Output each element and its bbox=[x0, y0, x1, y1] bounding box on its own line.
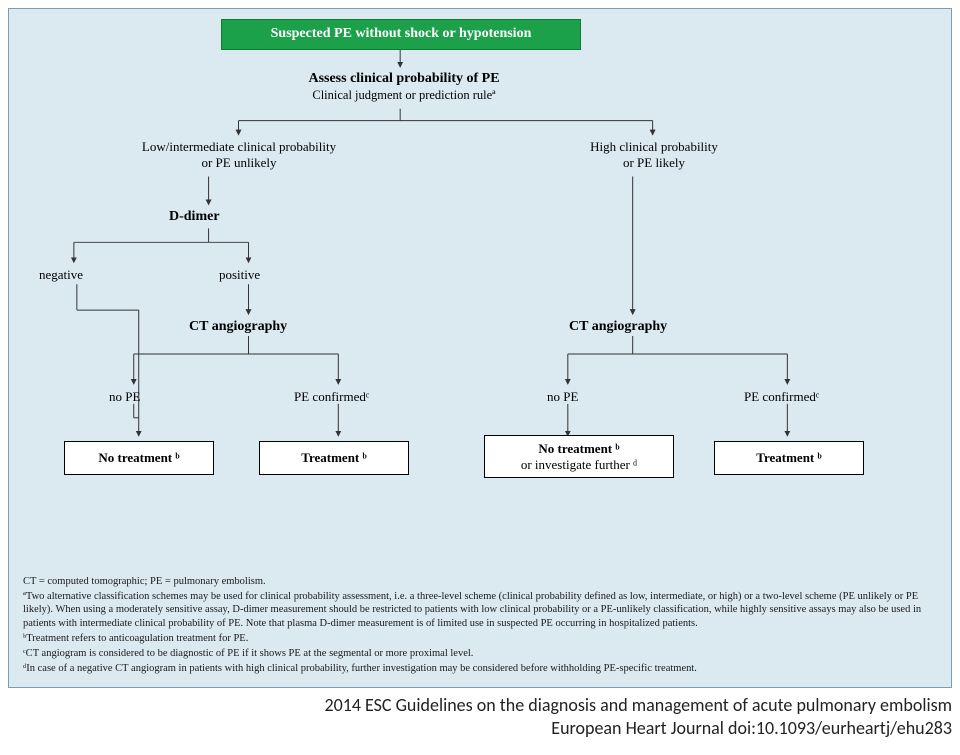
box-no-treatment-1: No treatment ᵇ bbox=[64, 441, 214, 475]
assess-node: Assess clinical probability of PE Clinic… bbox=[269, 71, 539, 103]
ddimer-node: D-dimer bbox=[169, 209, 259, 226]
caption: 2014 ESC Guidelines on the diagnosis and… bbox=[8, 688, 952, 741]
no-pe-1: no PE bbox=[109, 389, 169, 405]
caption-line1: 2014 ESC Guidelines on the diagnosis and… bbox=[8, 694, 952, 717]
footnote-c: ᶜCT angiogram is considered to be diagno… bbox=[23, 647, 937, 660]
negative-label: negative bbox=[39, 267, 119, 283]
caption-line2: European Heart Journal doi:10.1093/eurhe… bbox=[8, 717, 952, 740]
footnote-d: ᵈIn case of a negative CT angiogram in p… bbox=[23, 662, 937, 675]
pe-confirmed-2: PE confirmedᶜ bbox=[744, 389, 854, 405]
box-no-treatment-2: No treatment ᵇ or investigate further ᵈ bbox=[484, 435, 674, 478]
branch-right-l2: or PE likely bbox=[554, 155, 754, 171]
header-text: Suspected PE without shock or hypotensio… bbox=[271, 26, 532, 41]
pe-confirmed-1: PE confirmedᶜ bbox=[294, 389, 404, 405]
assess-sub: Clinical judgment or prediction ruleª bbox=[269, 88, 539, 103]
branch-left: Low/intermediate clinical probability or… bbox=[109, 139, 369, 170]
branch-left-l2: or PE unlikely bbox=[109, 155, 369, 171]
positive-label: positive bbox=[219, 267, 299, 283]
footnote-a: ªTwo alternative classification schemes … bbox=[23, 590, 937, 629]
ct-left: CT angiography bbox=[189, 319, 319, 336]
branch-right: High clinical probability or PE likely bbox=[554, 139, 754, 170]
box-treatment-1: Treatment ᵇ bbox=[259, 441, 409, 475]
no-pe-2: no PE bbox=[547, 389, 607, 405]
header-box: Suspected PE without shock or hypotensio… bbox=[221, 19, 581, 50]
diagram-panel: Suspected PE without shock or hypotensio… bbox=[8, 8, 952, 688]
branch-right-l1: High clinical probability bbox=[554, 139, 754, 155]
footnote-abbrev: CT = computed tomographic; PE = pulmonar… bbox=[23, 575, 937, 588]
footnote-b: ᵇTreatment refers to anticoagulation tre… bbox=[23, 632, 937, 645]
box-treatment-2: Treatment ᵇ bbox=[714, 441, 864, 475]
branch-left-l1: Low/intermediate clinical probability bbox=[109, 139, 369, 155]
footnotes: CT = computed tomographic; PE = pulmonar… bbox=[23, 575, 937, 677]
ct-right: CT angiography bbox=[569, 319, 699, 336]
assess-title: Assess clinical probability of PE bbox=[269, 71, 539, 88]
